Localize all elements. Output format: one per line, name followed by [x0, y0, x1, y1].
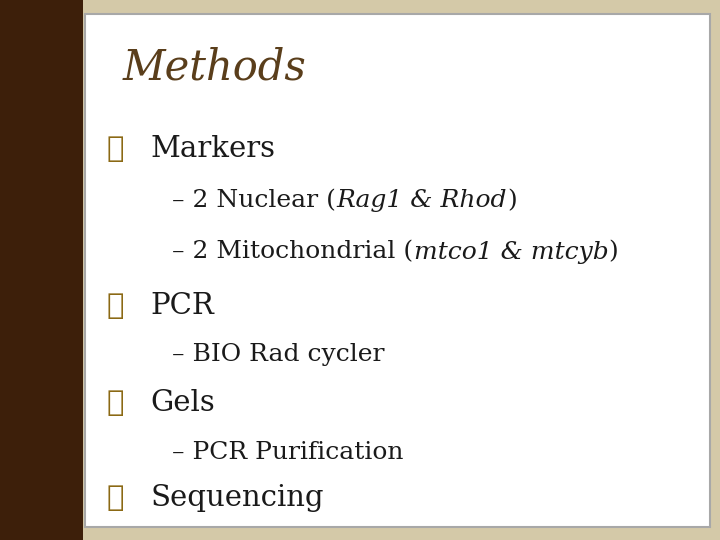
- Text: mtco1 & mtcyb: mtco1 & mtcyb: [413, 240, 608, 264]
- Text: ): ): [608, 240, 618, 264]
- Text: Gels: Gels: [150, 389, 215, 417]
- Text: ): ): [507, 189, 516, 212]
- Text: Rag1 & Rhod: Rag1 & Rhod: [336, 189, 507, 212]
- Text: Sequencing: Sequencing: [150, 484, 324, 512]
- Text: ✱: ✱: [107, 484, 125, 512]
- Text: – BIO Rad cycler: – BIO Rad cycler: [173, 343, 385, 366]
- Text: ✱: ✱: [107, 136, 125, 164]
- Text: PCR: PCR: [150, 292, 215, 320]
- Text: ✱: ✱: [107, 292, 125, 320]
- Text: Methods: Methods: [122, 47, 306, 89]
- Text: – 2 Mitochondrial (: – 2 Mitochondrial (: [173, 240, 413, 264]
- Text: ✱: ✱: [107, 389, 125, 417]
- Text: Markers: Markers: [150, 136, 276, 164]
- Text: – PCR Purification: – PCR Purification: [173, 441, 404, 464]
- Text: – 2 Nuclear (: – 2 Nuclear (: [173, 189, 336, 212]
